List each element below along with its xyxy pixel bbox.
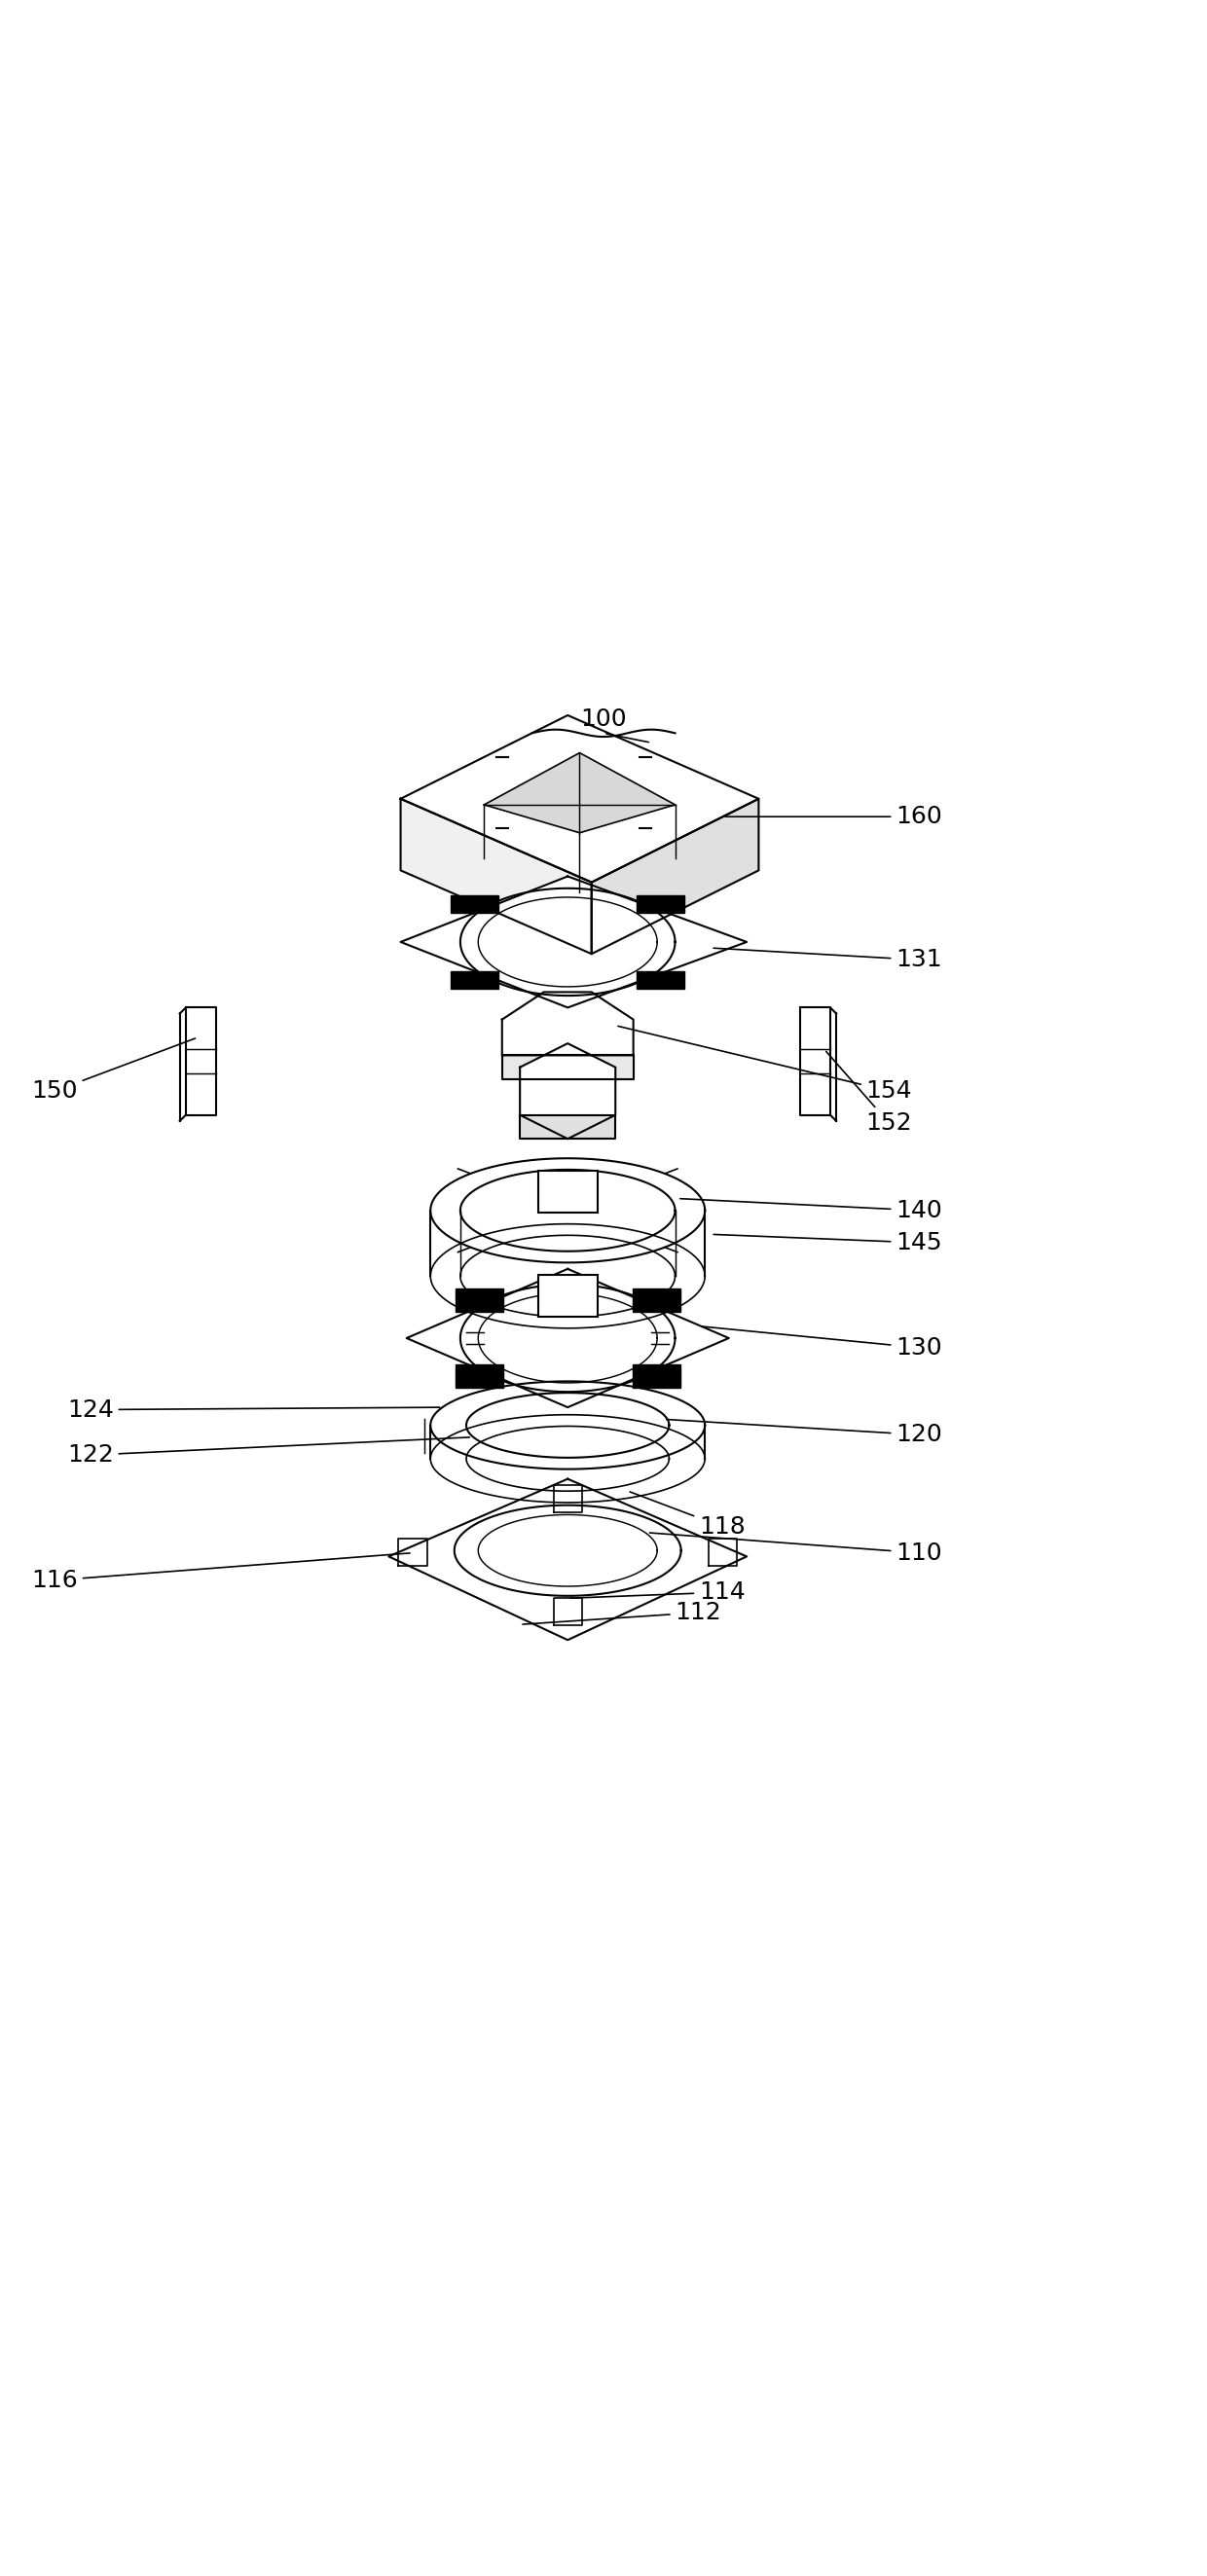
Bar xyxy=(632,1288,681,1311)
Bar xyxy=(632,1365,681,1388)
Polygon shape xyxy=(591,799,759,953)
Text: 100: 100 xyxy=(581,708,626,732)
Text: 120: 120 xyxy=(666,1419,943,1448)
Text: 110: 110 xyxy=(649,1533,943,1564)
Text: 116: 116 xyxy=(31,1553,410,1592)
Bar xyxy=(538,1172,597,1213)
Text: 118: 118 xyxy=(630,1492,746,1538)
Polygon shape xyxy=(484,752,675,832)
Bar xyxy=(451,971,498,989)
Polygon shape xyxy=(186,1007,216,1115)
Text: 145: 145 xyxy=(713,1231,943,1255)
Text: 160: 160 xyxy=(725,804,943,829)
Bar xyxy=(636,894,684,912)
Text: 122: 122 xyxy=(68,1437,470,1466)
Polygon shape xyxy=(407,1270,729,1406)
Polygon shape xyxy=(389,1479,747,1641)
Polygon shape xyxy=(401,799,591,953)
Bar xyxy=(455,1365,503,1388)
Bar xyxy=(636,971,684,989)
Polygon shape xyxy=(401,716,759,884)
Polygon shape xyxy=(520,1115,616,1139)
Bar xyxy=(455,1288,503,1311)
Text: 114: 114 xyxy=(571,1582,746,1605)
Bar xyxy=(538,1275,597,1316)
Text: 152: 152 xyxy=(826,1051,912,1136)
Text: 131: 131 xyxy=(713,948,943,971)
Bar xyxy=(451,894,498,912)
Text: 140: 140 xyxy=(681,1198,943,1221)
Text: 154: 154 xyxy=(618,1025,912,1103)
Polygon shape xyxy=(401,876,747,1007)
Polygon shape xyxy=(502,992,634,1056)
Text: 150: 150 xyxy=(31,1038,196,1103)
Polygon shape xyxy=(502,1056,634,1079)
Text: 130: 130 xyxy=(701,1327,943,1360)
Polygon shape xyxy=(520,1043,616,1139)
Polygon shape xyxy=(800,1007,830,1115)
Text: 112: 112 xyxy=(523,1600,722,1625)
Text: 124: 124 xyxy=(68,1399,439,1422)
